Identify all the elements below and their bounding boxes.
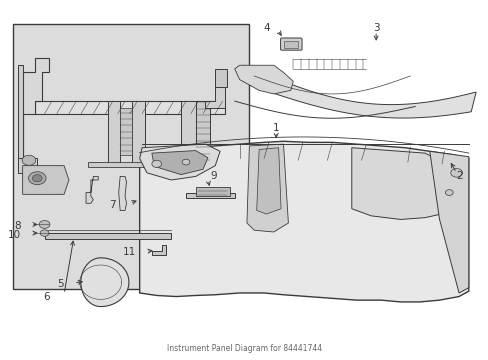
Polygon shape <box>22 166 69 194</box>
Circle shape <box>450 168 462 177</box>
Text: 2: 2 <box>456 171 462 181</box>
Polygon shape <box>140 144 220 180</box>
Polygon shape <box>88 162 185 167</box>
Polygon shape <box>256 148 281 214</box>
Polygon shape <box>81 258 129 307</box>
Text: 4: 4 <box>263 23 269 33</box>
Polygon shape <box>244 65 475 118</box>
Circle shape <box>22 155 36 165</box>
Polygon shape <box>215 69 227 87</box>
Polygon shape <box>86 176 98 203</box>
Circle shape <box>40 230 49 236</box>
Polygon shape <box>152 244 166 255</box>
Bar <box>13 24 249 289</box>
Circle shape <box>152 160 161 167</box>
Polygon shape <box>246 144 288 232</box>
Text: Instrument Panel Diagram for 84441744: Instrument Panel Diagram for 84441744 <box>166 344 322 353</box>
Polygon shape <box>429 151 468 293</box>
Text: 7: 7 <box>108 200 115 210</box>
Text: 8: 8 <box>15 221 21 230</box>
Polygon shape <box>120 108 132 155</box>
Polygon shape <box>234 65 293 94</box>
Circle shape <box>445 190 452 195</box>
Text: 1: 1 <box>272 123 279 133</box>
Circle shape <box>32 175 42 182</box>
Polygon shape <box>181 101 195 164</box>
Polygon shape <box>35 101 224 114</box>
Circle shape <box>39 221 50 228</box>
Polygon shape <box>195 187 229 196</box>
Polygon shape <box>119 176 126 211</box>
Circle shape <box>28 172 46 185</box>
Text: 10: 10 <box>8 230 21 239</box>
Polygon shape <box>351 148 453 220</box>
Polygon shape <box>132 101 144 164</box>
Polygon shape <box>195 101 210 164</box>
Circle shape <box>182 159 189 165</box>
Polygon shape <box>18 158 54 173</box>
Polygon shape <box>108 101 120 164</box>
Polygon shape <box>18 65 22 158</box>
Polygon shape <box>152 150 207 175</box>
Polygon shape <box>44 233 171 239</box>
Polygon shape <box>22 58 49 162</box>
Polygon shape <box>205 87 224 108</box>
Text: 11: 11 <box>123 247 136 257</box>
FancyBboxPatch shape <box>280 38 302 50</box>
Polygon shape <box>284 41 298 48</box>
Text: 9: 9 <box>210 171 217 181</box>
Text: 5: 5 <box>58 279 64 289</box>
Text: 6: 6 <box>43 292 49 302</box>
Polygon shape <box>185 193 234 198</box>
Text: 3: 3 <box>372 23 379 33</box>
Polygon shape <box>140 141 468 302</box>
